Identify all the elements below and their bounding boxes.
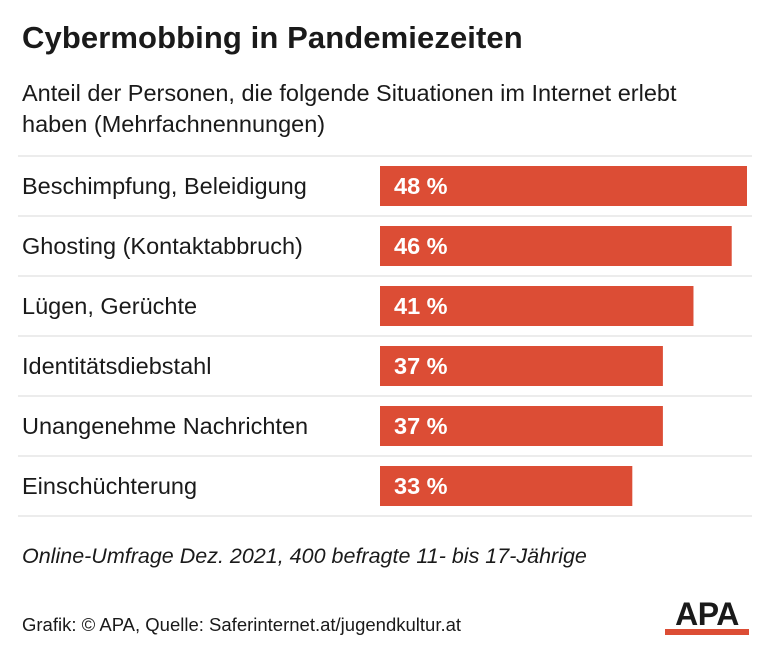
value-label: 46 % — [394, 233, 448, 259]
chart-subtitle: Anteil der Personen, die folgende Situat… — [22, 80, 677, 137]
bar — [380, 226, 732, 266]
category-label: Beschimpfung, Beleidigung — [22, 173, 307, 199]
value-label: 37 % — [394, 413, 448, 439]
value-label: 41 % — [394, 293, 448, 319]
category-label: Lügen, Gerüchte — [22, 293, 197, 319]
chart-title: Cybermobbing in Pandemiezeiten — [22, 20, 523, 55]
source-credits: Grafik: © APA, Quelle: Saferinternet.at/… — [22, 614, 462, 635]
survey-note: Online-Umfrage Dez. 2021, 400 befragte 1… — [22, 544, 587, 568]
value-label: 33 % — [394, 473, 448, 499]
bar — [380, 466, 633, 506]
bar-chart: Beschimpfung, Beleidigung 48 % Ghosting (K… — [18, 155, 752, 517]
bar — [380, 166, 747, 206]
apa-logo-text: APA — [675, 596, 739, 632]
value-label: 48 % — [394, 173, 448, 199]
bar — [380, 286, 694, 326]
bar — [380, 346, 663, 386]
apa-logo-bar — [665, 629, 749, 635]
bar — [380, 406, 663, 446]
category-label: Einschüchterung — [22, 473, 197, 499]
value-label: 37 % — [394, 353, 448, 379]
apa-logo: APA — [665, 596, 749, 636]
category-label: Identitätsdiebstahl — [22, 353, 211, 379]
category-label: Unangenehme Nachrichten — [22, 413, 308, 439]
category-label: Ghosting (Kontaktabbruch) — [22, 233, 303, 259]
